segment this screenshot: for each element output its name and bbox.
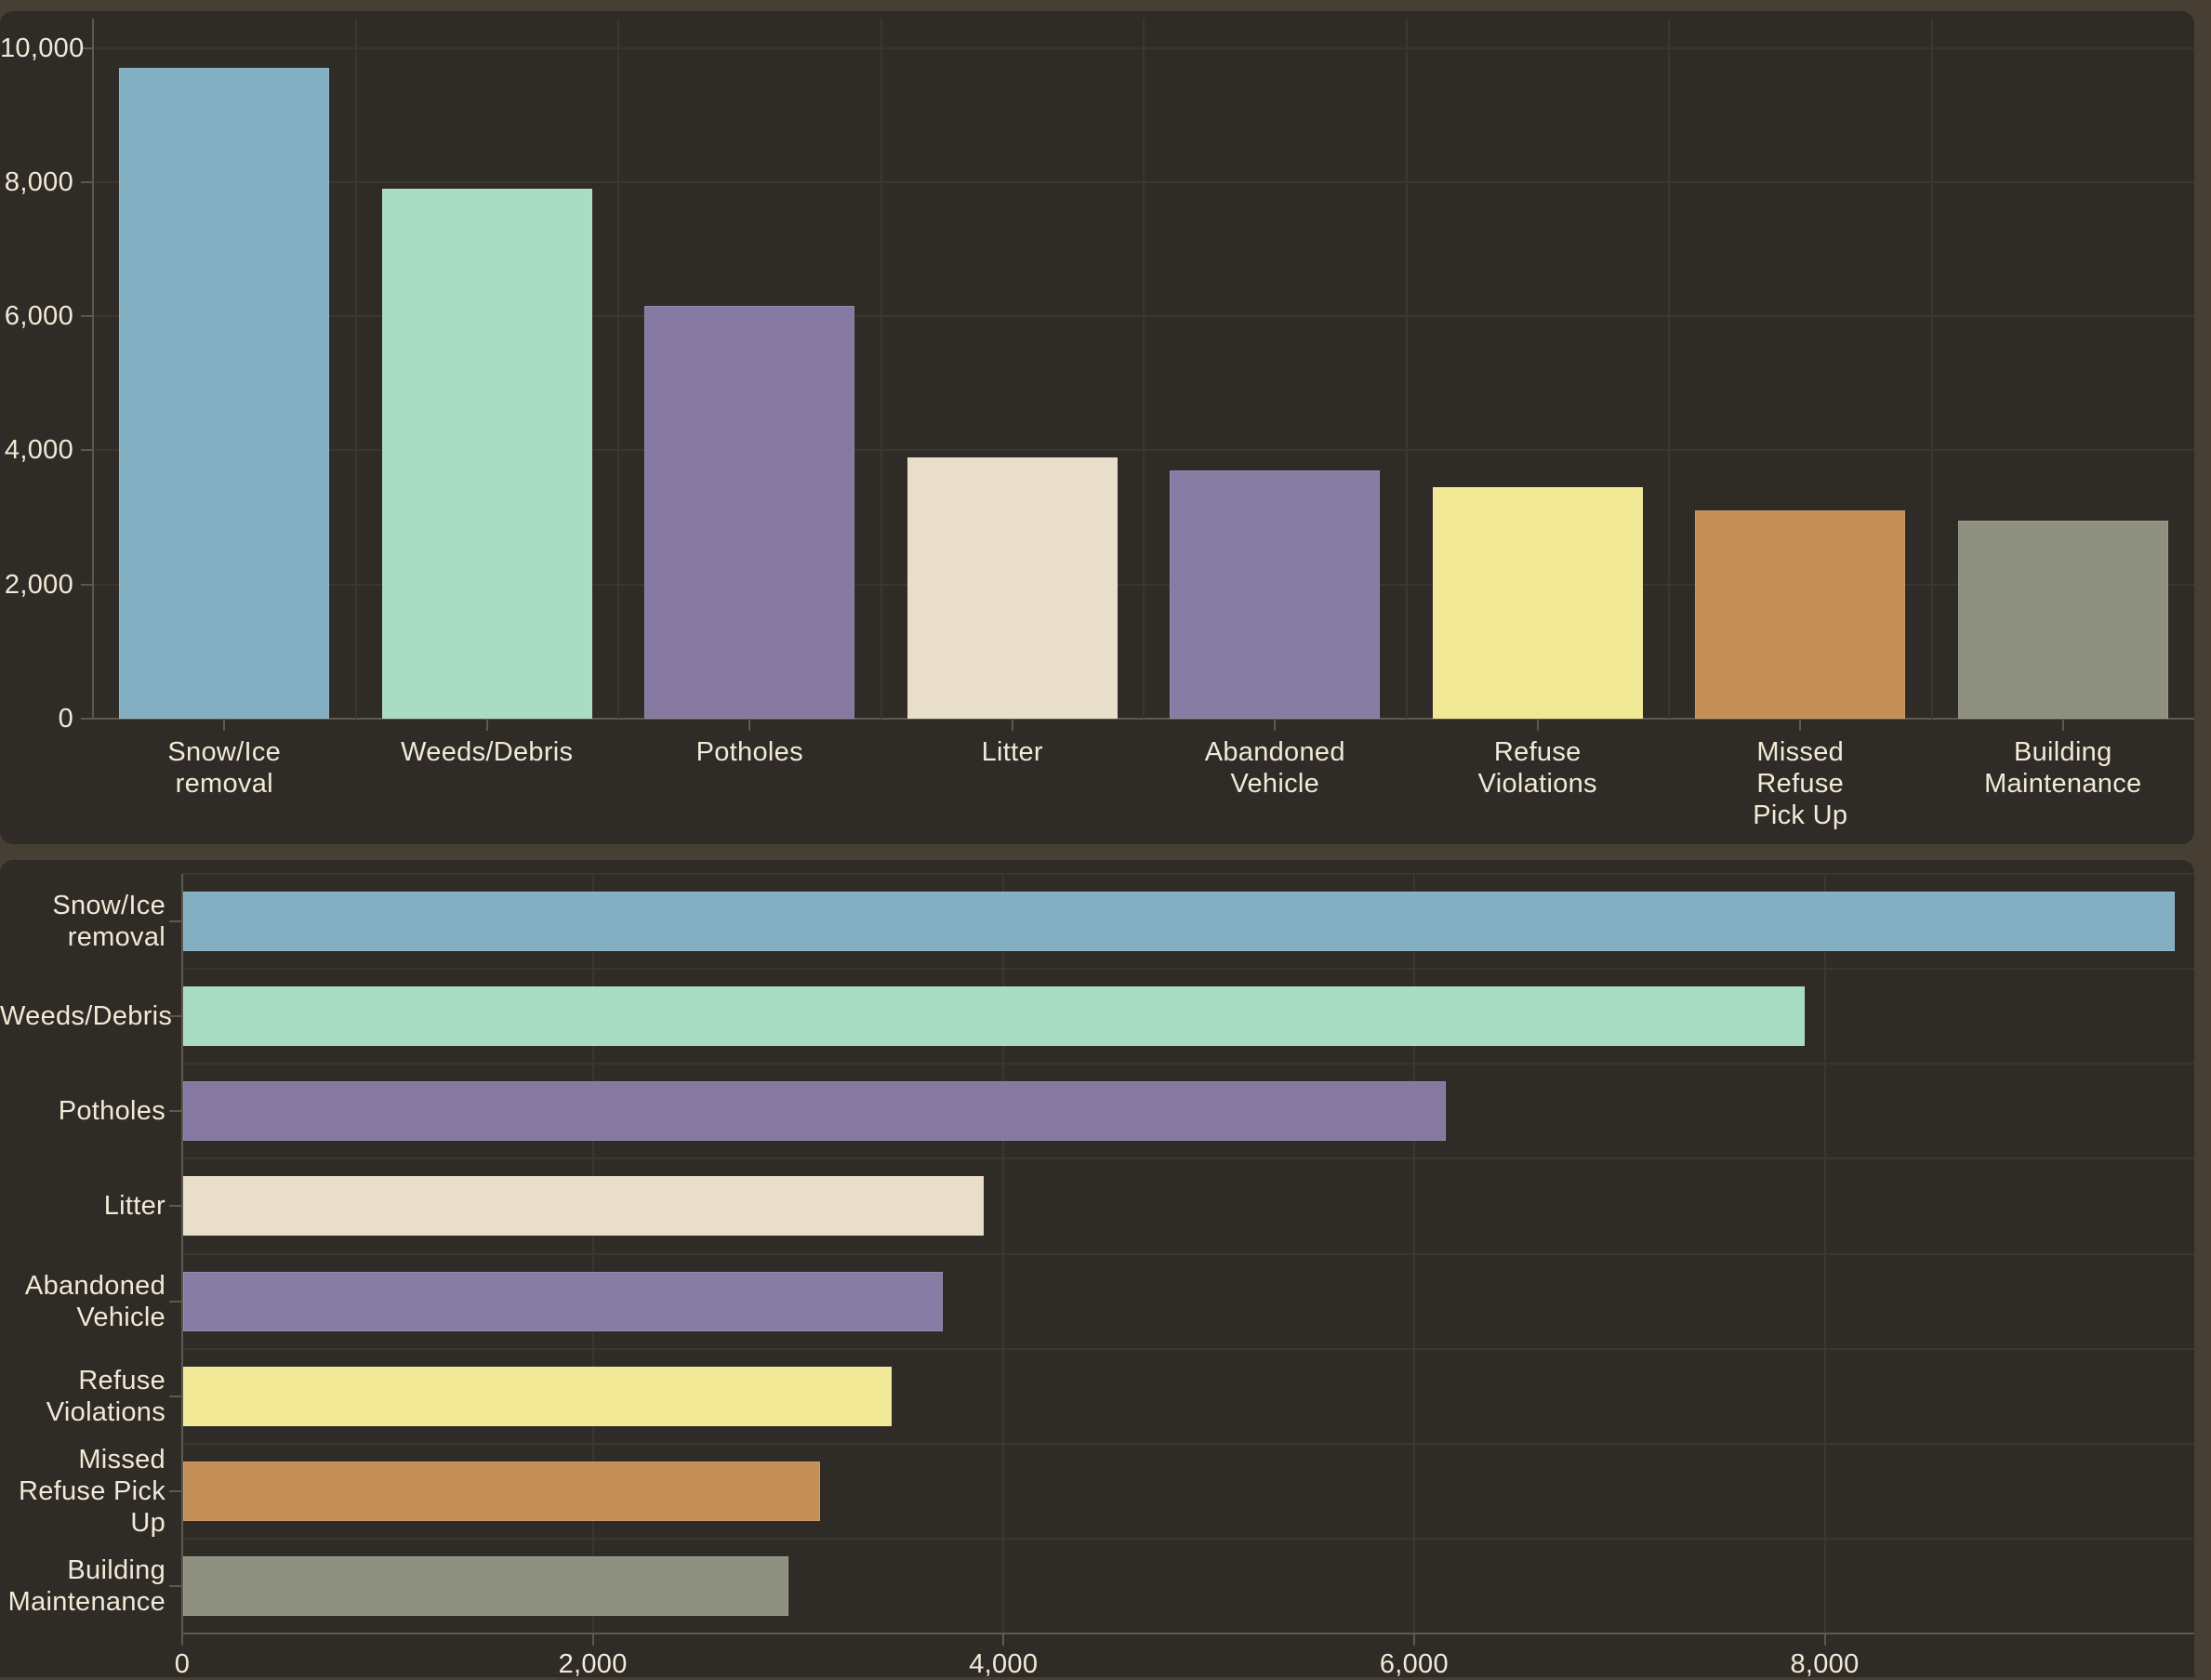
row-boundary-gridline	[182, 1347, 2194, 1350]
column-chart-plot-area: 0 2,000 4,000 6,000 8,000 10,000 Snow/Ice remov…	[0, 11, 2194, 844]
y-axis-tick	[81, 315, 93, 318]
category-label-litter: Litter	[103, 1191, 165, 1222]
bar-potholes[interactable]	[183, 1081, 1447, 1142]
bar-abandoned-vehicle[interactable]	[1170, 470, 1381, 719]
row-boundary-gridline	[182, 1063, 2194, 1065]
x-axis-category-tick	[748, 719, 751, 731]
bar-snow-ice-removal[interactable]	[119, 68, 330, 719]
x-axis-category-tick	[1011, 719, 1013, 731]
x-axis-line	[182, 1633, 2194, 1634]
y-axis-tick	[81, 180, 93, 183]
y-axis-tick-label: 8,000	[4, 166, 73, 197]
y-axis-category-tick	[169, 1584, 182, 1587]
bar-litter[interactable]	[907, 456, 1118, 719]
x-axis-category-tick	[2061, 719, 2064, 731]
category-boundary-gridline	[1405, 19, 1408, 719]
category-label-weeds-debris: Weeds/Debris	[401, 737, 574, 767]
x-axis-category-tick	[223, 719, 226, 731]
x-axis-tick-label: 8,000	[1790, 1649, 1860, 1679]
x-axis-tick-label: 2,000	[558, 1649, 628, 1679]
x-axis-tick-label: 0	[174, 1649, 191, 1679]
y-axis-category-tick	[169, 920, 182, 923]
category-label-refuse-violations: Refuse Violations	[46, 1365, 165, 1427]
y-axis-tick	[81, 46, 93, 49]
row-boundary-gridline	[182, 1442, 2194, 1445]
x-axis-category-tick	[1274, 719, 1277, 731]
x-axis-tick	[181, 1634, 183, 1646]
y-axis-tick-label: 0	[58, 704, 73, 734]
x-axis-tick	[1412, 1634, 1415, 1646]
y-axis-tick-label: 2,000	[4, 569, 73, 600]
x-axis-tick	[1823, 1634, 1826, 1646]
bar-missed-refuse-pick-up[interactable]	[183, 1461, 820, 1521]
category-boundary-gridline	[354, 19, 357, 719]
row-boundary-gridline	[182, 873, 2194, 875]
bar-potholes[interactable]	[644, 306, 855, 719]
y-axis-category-tick	[169, 1110, 182, 1113]
y-axis-tick-label: 4,000	[4, 435, 73, 466]
y-axis-category-tick	[169, 1300, 182, 1303]
bar-building-maintenance[interactable]	[183, 1555, 789, 1616]
y-axis-category-tick	[169, 1015, 182, 1018]
y-axis-line	[92, 19, 94, 719]
category-boundary-gridline	[1930, 19, 1933, 719]
category-boundary-gridline	[1143, 19, 1145, 719]
bar-weeds-debris[interactable]	[381, 189, 592, 719]
category-boundary-gridline	[617, 19, 619, 719]
x-axis-category-tick	[485, 719, 488, 731]
x-axis-tick-label: 4,000	[969, 1649, 1039, 1679]
category-label-potholes: Potholes	[58, 1096, 165, 1127]
category-label-litter: Litter	[981, 737, 1043, 767]
x-axis-category-tick	[1799, 719, 1802, 731]
y-axis-tick	[81, 718, 93, 720]
category-label-abandoned-vehicle: Abandoned Vehicle	[1204, 737, 1345, 799]
bar-chart-panel: 0 2,000 4,000 6,000 8,000 Snow/Ice removal Weed…	[0, 860, 2194, 1679]
category-boundary-gridline	[880, 19, 882, 719]
category-label-weeds-debris: Weeds/Debris	[0, 1001, 173, 1032]
bar-litter[interactable]	[183, 1176, 985, 1237]
bar-refuse-violations[interactable]	[1432, 487, 1643, 719]
row-boundary-gridline	[182, 1157, 2194, 1160]
category-label-refuse-violations: Refuse Violations	[1477, 737, 1597, 799]
y-axis-line	[181, 874, 183, 1634]
bar-weeds-debris[interactable]	[183, 986, 1806, 1047]
bar-building-maintenance[interactable]	[1957, 521, 2168, 719]
x-axis-tick-label: 6,000	[1379, 1649, 1449, 1679]
row-boundary-gridline	[182, 1537, 2194, 1540]
category-label-building-maintenance: Building Maintenance	[7, 1554, 165, 1617]
category-label-missed-refuse-pick-up: Missed Refuse Pick Up	[18, 1444, 165, 1538]
bar-missed-refuse-pick-up[interactable]	[1695, 510, 1906, 719]
bar-snow-ice-removal[interactable]	[183, 892, 2175, 952]
category-label-missed-refuse-pick-up: Missed Refuse Pick Up	[1753, 737, 1848, 830]
bar-abandoned-vehicle[interactable]	[183, 1271, 944, 1331]
category-label-snow-ice-removal: Snow/Ice removal	[167, 737, 282, 799]
x-axis-baseline	[93, 718, 2194, 720]
x-axis-tick	[591, 1634, 594, 1646]
category-label-potholes: Potholes	[695, 737, 803, 767]
category-label-building-maintenance: Building Maintenance	[1984, 737, 2142, 799]
x-axis-category-tick	[1536, 719, 1539, 731]
y-axis-category-tick	[169, 1395, 182, 1397]
y-axis-tick	[81, 583, 93, 586]
y-axis-category-tick	[169, 1205, 182, 1208]
y-axis-tick-label: 6,000	[4, 301, 73, 332]
y-axis-category-tick	[169, 1489, 182, 1492]
category-label-snow-ice-removal: Snow/Ice removal	[52, 891, 165, 953]
row-boundary-gridline	[182, 1252, 2194, 1255]
category-boundary-gridline	[1668, 19, 1670, 719]
column-chart-panel: 0 2,000 4,000 6,000 8,000 10,000 Snow/Ice remov…	[0, 11, 2194, 844]
bar-refuse-violations[interactable]	[183, 1366, 892, 1426]
y-axis-tick	[81, 449, 93, 452]
row-boundary-gridline	[182, 968, 2194, 971]
x-axis-tick	[1002, 1634, 1005, 1646]
bar-chart-plot-area: 0 2,000 4,000 6,000 8,000 Snow/Ice removal Weed…	[0, 860, 2194, 1679]
category-label-abandoned-vehicle: Abandoned Vehicle	[24, 1270, 165, 1332]
y-axis-tick-label: 10,000	[0, 33, 85, 63]
